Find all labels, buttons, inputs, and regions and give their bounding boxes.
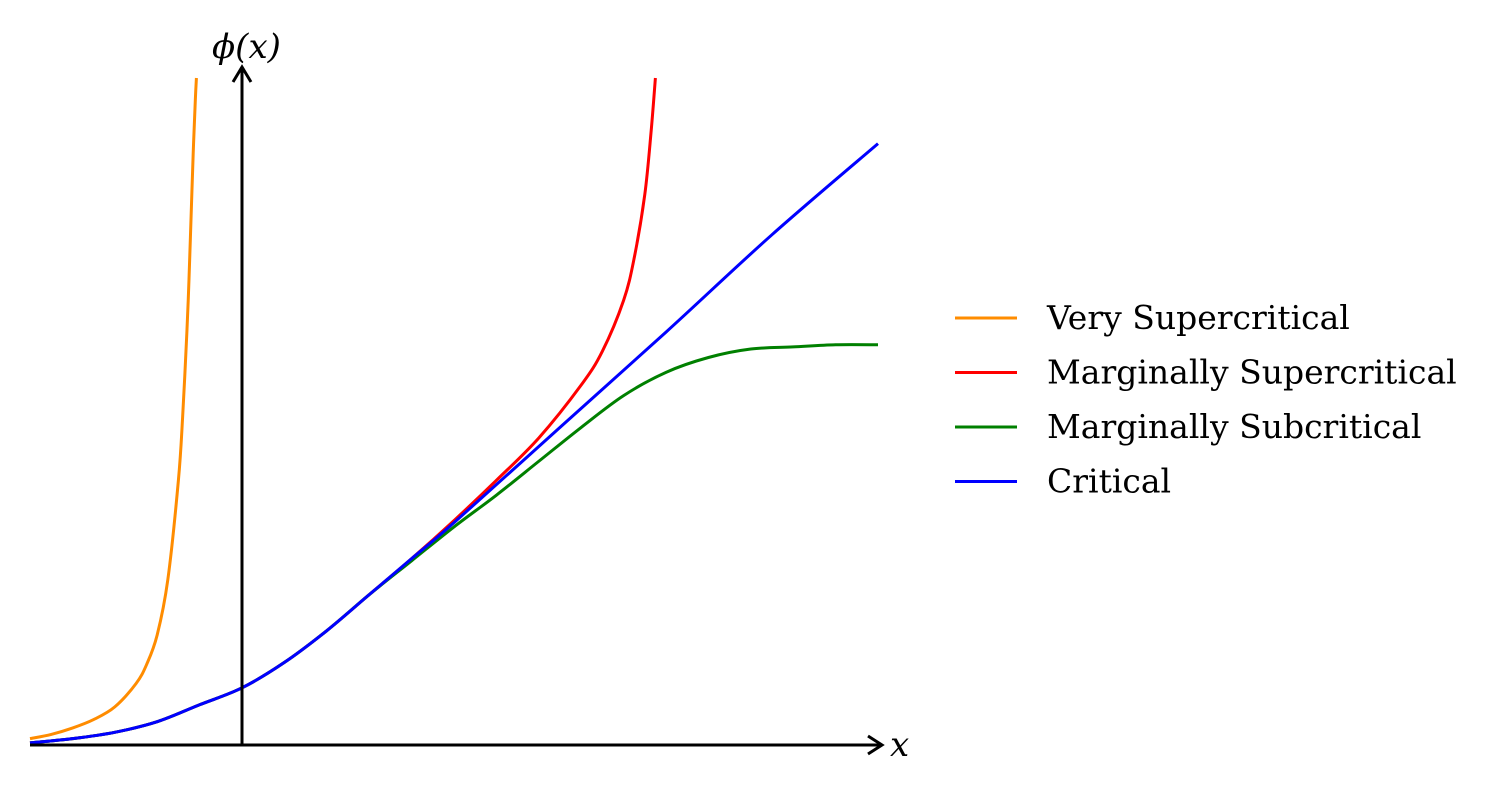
legend-item-very-supercritical: Very Supercritical [955,298,1350,337]
legend-item-marginally-subcritical: Marginally Subcritical [955,407,1421,446]
series-line-critical [29,142,879,745]
y-axis-label: ϕ(x) [212,27,281,67]
series-line-very-supercritical [29,77,198,741]
legend-item-critical: Critical [955,462,1171,501]
legend-label-very-supercritical: Very Supercritical [1046,298,1350,337]
y-axis: ϕ(x) [212,27,281,745]
legend-item-marginally-supercritical: Marginally Supercritical [955,353,1457,392]
legend: Very Supercritical Marginally Supercritic… [955,298,1457,501]
series-line-marginally-supercritical [29,77,657,745]
legend-label-marginally-supercritical: Marginally Supercritical [1047,353,1457,392]
legend-label-marginally-subcritical: Marginally Subcritical [1047,407,1421,446]
x-axis-label: x [890,725,909,765]
y-axis-arrowhead [231,64,253,83]
legend-label-critical: Critical [1047,462,1171,501]
x-axis-arrowhead [867,734,885,756]
series-line-marginally-subcritical [29,343,879,745]
x-axis: x [30,725,909,765]
plot-lines [29,77,879,745]
